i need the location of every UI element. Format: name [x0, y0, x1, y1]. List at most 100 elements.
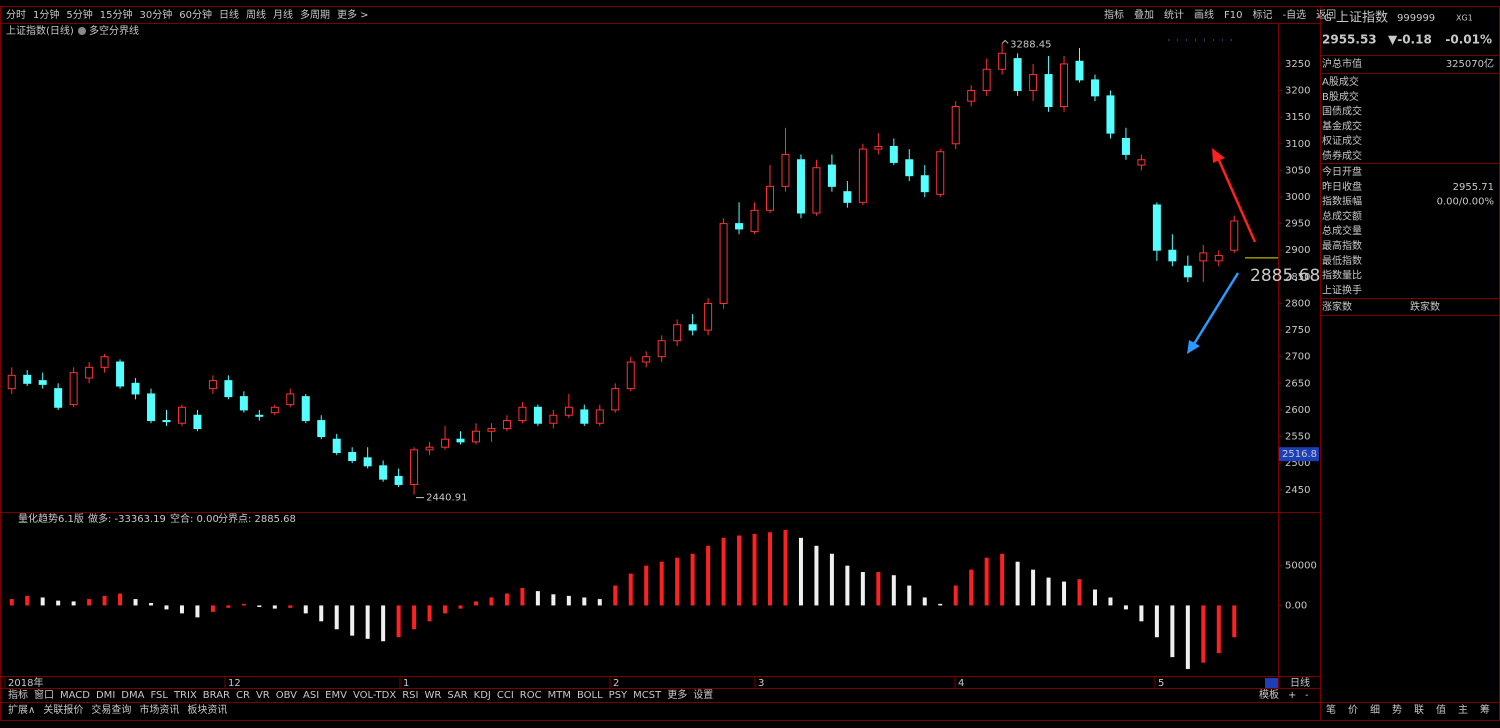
- indicator-tab[interactable]: SAR: [447, 690, 467, 701]
- candle-body: [719, 223, 728, 304]
- cursor-box: [1279, 447, 1319, 462]
- candle-body: [1183, 265, 1192, 278]
- template-control[interactable]: 模板: [1259, 688, 1279, 701]
- indicator-bar: [489, 597, 494, 606]
- panel-tab[interactable]: 细: [1370, 703, 1380, 716]
- indicator-bar: [845, 565, 850, 606]
- indicator-bar: [1015, 561, 1020, 606]
- toolbar-action[interactable]: F10: [1224, 10, 1242, 21]
- indicator-bar: [272, 605, 277, 609]
- candle-body: [1013, 58, 1022, 92]
- indicator-tab[interactable]: ASI: [303, 690, 319, 701]
- period-tab[interactable]: 1分钟: [33, 8, 59, 21]
- pivot-label: 2885.68: [1250, 266, 1320, 286]
- candle-body: [348, 452, 357, 461]
- toolbar-action[interactable]: 画线: [1194, 8, 1214, 21]
- panel-tab[interactable]: 联: [1414, 704, 1424, 716]
- indicator-tab[interactable]: MACD: [60, 690, 90, 701]
- period-tab[interactable]: 15分钟: [100, 8, 133, 21]
- y-tick-label: 2650: [1285, 378, 1310, 389]
- toolbar-action[interactable]: 指标: [1104, 8, 1124, 21]
- month-label: 5: [1158, 678, 1164, 689]
- panel-tab[interactable]: 笔: [1326, 703, 1336, 716]
- indicator-tab[interactable]: RSI: [402, 690, 418, 701]
- stat-value: 2955.71: [1453, 182, 1494, 193]
- candle-body: [1199, 252, 1208, 262]
- indicator-bar: [458, 605, 463, 609]
- toolbar-action[interactable]: 标记: [1252, 9, 1272, 21]
- indicator-tab[interactable]: 更多: [667, 688, 687, 701]
- indicator-bar: [938, 603, 943, 606]
- low-label: 2440.91: [426, 493, 467, 504]
- index-tag: XG1: [1456, 14, 1473, 23]
- candle-body: [301, 396, 310, 422]
- indicator-bar: [907, 585, 912, 606]
- toolbar-action[interactable]: 叠加: [1134, 9, 1154, 21]
- indicator-tab[interactable]: MCST: [633, 690, 662, 701]
- frames: [0, 6, 1500, 721]
- candle-body: [827, 164, 836, 187]
- indicator-tab[interactable]: VR: [256, 690, 270, 701]
- candle-body: [177, 406, 186, 424]
- footer-tab[interactable]: 关联报价: [43, 703, 83, 716]
- index-name: 上证指数: [1336, 11, 1388, 26]
- indicator-bar: [1108, 597, 1113, 606]
- indicator-tab[interactable]: PSY: [609, 690, 628, 701]
- candle-body: [920, 175, 929, 193]
- period-tab[interactable]: 更多 >: [337, 8, 369, 21]
- period-tab[interactable]: 周线: [246, 8, 266, 21]
- period-tab[interactable]: 日线: [219, 8, 239, 21]
- indicator-tab[interactable]: DMA: [121, 690, 144, 701]
- indicator-tab[interactable]: CCI: [497, 690, 514, 701]
- toolbar-action[interactable]: -自选: [1282, 8, 1306, 21]
- candle-body: [812, 167, 821, 214]
- indicator-bar: [504, 593, 509, 606]
- indicator-tab[interactable]: 窗口: [34, 688, 54, 701]
- indicator-tab[interactable]: TRIX: [173, 690, 197, 701]
- panel-tab[interactable]: 主: [1458, 704, 1468, 716]
- stat-label: 指数量比: [1322, 269, 1362, 282]
- footer-tab[interactable]: 板块资讯: [187, 703, 227, 716]
- indicator-tab[interactable]: 指标: [8, 688, 28, 701]
- period-tab[interactable]: 60分钟: [179, 8, 212, 21]
- footer-tab[interactable]: 市场资讯: [139, 703, 179, 716]
- period-tab[interactable]: 分时: [6, 9, 26, 21]
- indicator-tab[interactable]: BRAR: [203, 690, 230, 701]
- footer-tab[interactable]: 扩展∧: [8, 703, 35, 716]
- period-tab[interactable]: 5分钟: [66, 8, 92, 21]
- footer-tab[interactable]: 交易查询: [91, 703, 131, 716]
- indicator-bar: [1139, 605, 1144, 622]
- indicator-tab[interactable]: BOLL: [577, 690, 603, 701]
- period-tab[interactable]: 多周期: [300, 8, 330, 21]
- panel-tab[interactable]: 筹: [1480, 703, 1490, 716]
- indicator-tab[interactable]: 设置: [693, 689, 713, 701]
- indicator-bar: [87, 599, 92, 606]
- candle-body: [735, 223, 744, 230]
- candle-body: [100, 356, 109, 368]
- panel-tab[interactable]: 价: [1348, 704, 1358, 716]
- indicator-tab[interactable]: OBV: [276, 690, 297, 701]
- indicator-tab[interactable]: CR: [236, 690, 250, 701]
- indicator-tab[interactable]: VOL-TDX: [353, 690, 396, 701]
- candle-body: [208, 380, 217, 390]
- indicator-tab[interactable]: ROC: [520, 690, 542, 701]
- period-tab[interactable]: 月线: [273, 8, 293, 21]
- candle-body: [410, 449, 419, 485]
- indicator-tab[interactable]: MTM: [548, 690, 571, 701]
- high-label: 3288.45: [1010, 39, 1051, 50]
- panel-tab[interactable]: 势: [1392, 703, 1402, 716]
- toolbar-action[interactable]: 统计: [1164, 8, 1184, 21]
- candle-body: [1060, 63, 1069, 108]
- candle-body: [905, 159, 914, 177]
- indicator-tab[interactable]: DMI: [96, 690, 115, 701]
- indicator-tab[interactable]: EMV: [325, 690, 347, 701]
- toolbar-action[interactable]: 返回: [1316, 9, 1336, 21]
- indicator-tab[interactable]: KDJ: [474, 690, 491, 701]
- panel-tab[interactable]: 值: [1436, 703, 1446, 716]
- indicator-tab[interactable]: FSL: [150, 690, 168, 701]
- period-tab[interactable]: 30分钟: [139, 8, 172, 21]
- indicator-tab[interactable]: WR: [424, 690, 441, 701]
- breadth-label: 跌家数: [1410, 300, 1440, 313]
- candle-body: [131, 382, 140, 395]
- indicator-bar: [582, 597, 587, 606]
